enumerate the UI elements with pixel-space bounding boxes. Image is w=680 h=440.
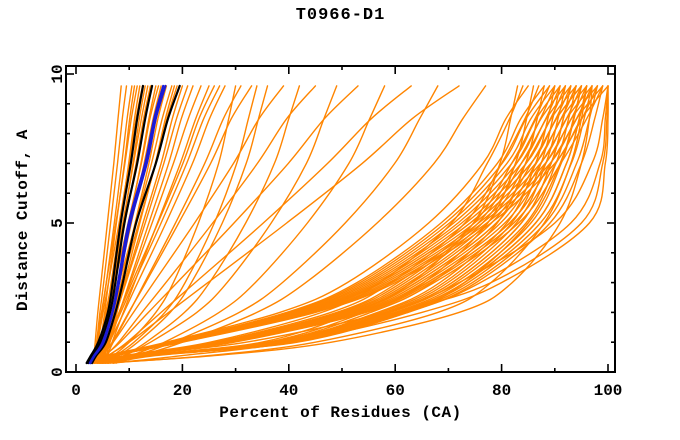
orange-models-curve <box>108 85 386 364</box>
orange-models-curve <box>100 85 572 364</box>
x-tick-label: 0 <box>71 382 81 400</box>
black-highlight-models-curve <box>90 84 181 365</box>
chart-title: T0966-D1 <box>295 6 386 25</box>
orange-models-curve <box>101 85 593 364</box>
y-tick-label: 10 <box>49 64 67 83</box>
black-highlight-models-curve <box>85 84 145 365</box>
x-tick-label: 100 <box>594 382 623 400</box>
orange-models-curve <box>94 85 609 364</box>
orange-models-curve <box>97 85 285 364</box>
y-tick-label: 0 <box>49 367 67 377</box>
x-tick-label: 40 <box>279 382 298 400</box>
orange-models-curve <box>112 85 583 364</box>
blue-reference-models-curve <box>89 84 167 365</box>
orange-models-curve <box>99 85 609 364</box>
orange-models-curve <box>98 85 359 364</box>
orange-models-curve <box>97 85 215 364</box>
orange-models-curve <box>112 85 609 364</box>
x-axis-label: Percent of Residues (CA) <box>219 404 462 422</box>
x-tick-label: 60 <box>386 382 405 400</box>
x-tick-label: 20 <box>173 382 192 400</box>
x-tick-label: 80 <box>492 382 511 400</box>
orange-models-curve <box>99 85 460 364</box>
axis-box <box>65 65 616 373</box>
black-highlight-models-curve <box>87 84 154 365</box>
orange-models-curve <box>101 85 609 364</box>
y-tick-label: 5 <box>49 218 67 228</box>
